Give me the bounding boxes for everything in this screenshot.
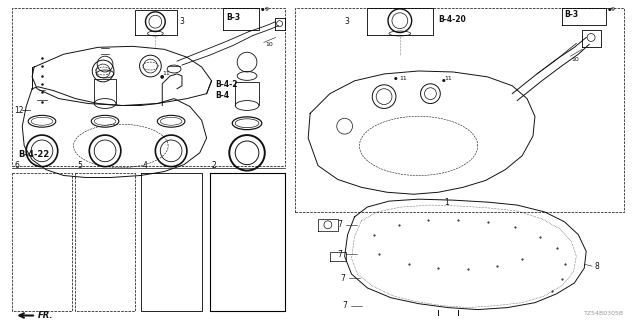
- Text: TZ54B0305B: TZ54B0305B: [584, 311, 623, 316]
- Text: ●: ●: [261, 8, 264, 12]
- Text: 12: 12: [14, 106, 24, 115]
- Text: B-4-2: B-4-2: [216, 80, 238, 89]
- Text: FR.: FR.: [38, 311, 54, 320]
- Text: 7: 7: [337, 250, 342, 259]
- Text: ●: ●: [441, 79, 445, 83]
- Text: B-3: B-3: [227, 13, 241, 22]
- Text: 8: 8: [594, 262, 599, 271]
- Text: 6: 6: [14, 161, 19, 170]
- Text: ●: ●: [394, 77, 397, 81]
- Text: 4: 4: [143, 161, 147, 170]
- Text: B-4-22: B-4-22: [19, 150, 49, 159]
- Text: 9: 9: [611, 7, 615, 12]
- Text: ●: ●: [159, 73, 164, 78]
- Text: 11: 11: [163, 71, 170, 76]
- Text: 3: 3: [179, 17, 184, 26]
- Text: B-4: B-4: [216, 91, 230, 100]
- Text: 10: 10: [266, 42, 273, 47]
- Text: 2: 2: [212, 161, 216, 170]
- Text: 3: 3: [345, 17, 349, 26]
- Text: 11: 11: [444, 76, 452, 81]
- Text: 11: 11: [399, 76, 406, 81]
- Text: 1: 1: [444, 198, 449, 207]
- Text: 7: 7: [340, 274, 345, 283]
- Text: 5: 5: [77, 161, 83, 170]
- Text: 10: 10: [572, 57, 579, 62]
- Text: B-3: B-3: [564, 10, 579, 19]
- Text: ●: ●: [608, 8, 611, 12]
- Text: 9: 9: [265, 7, 269, 12]
- Text: 7: 7: [337, 220, 342, 229]
- Text: 7: 7: [342, 301, 347, 310]
- Text: B-4-20: B-4-20: [438, 15, 466, 24]
